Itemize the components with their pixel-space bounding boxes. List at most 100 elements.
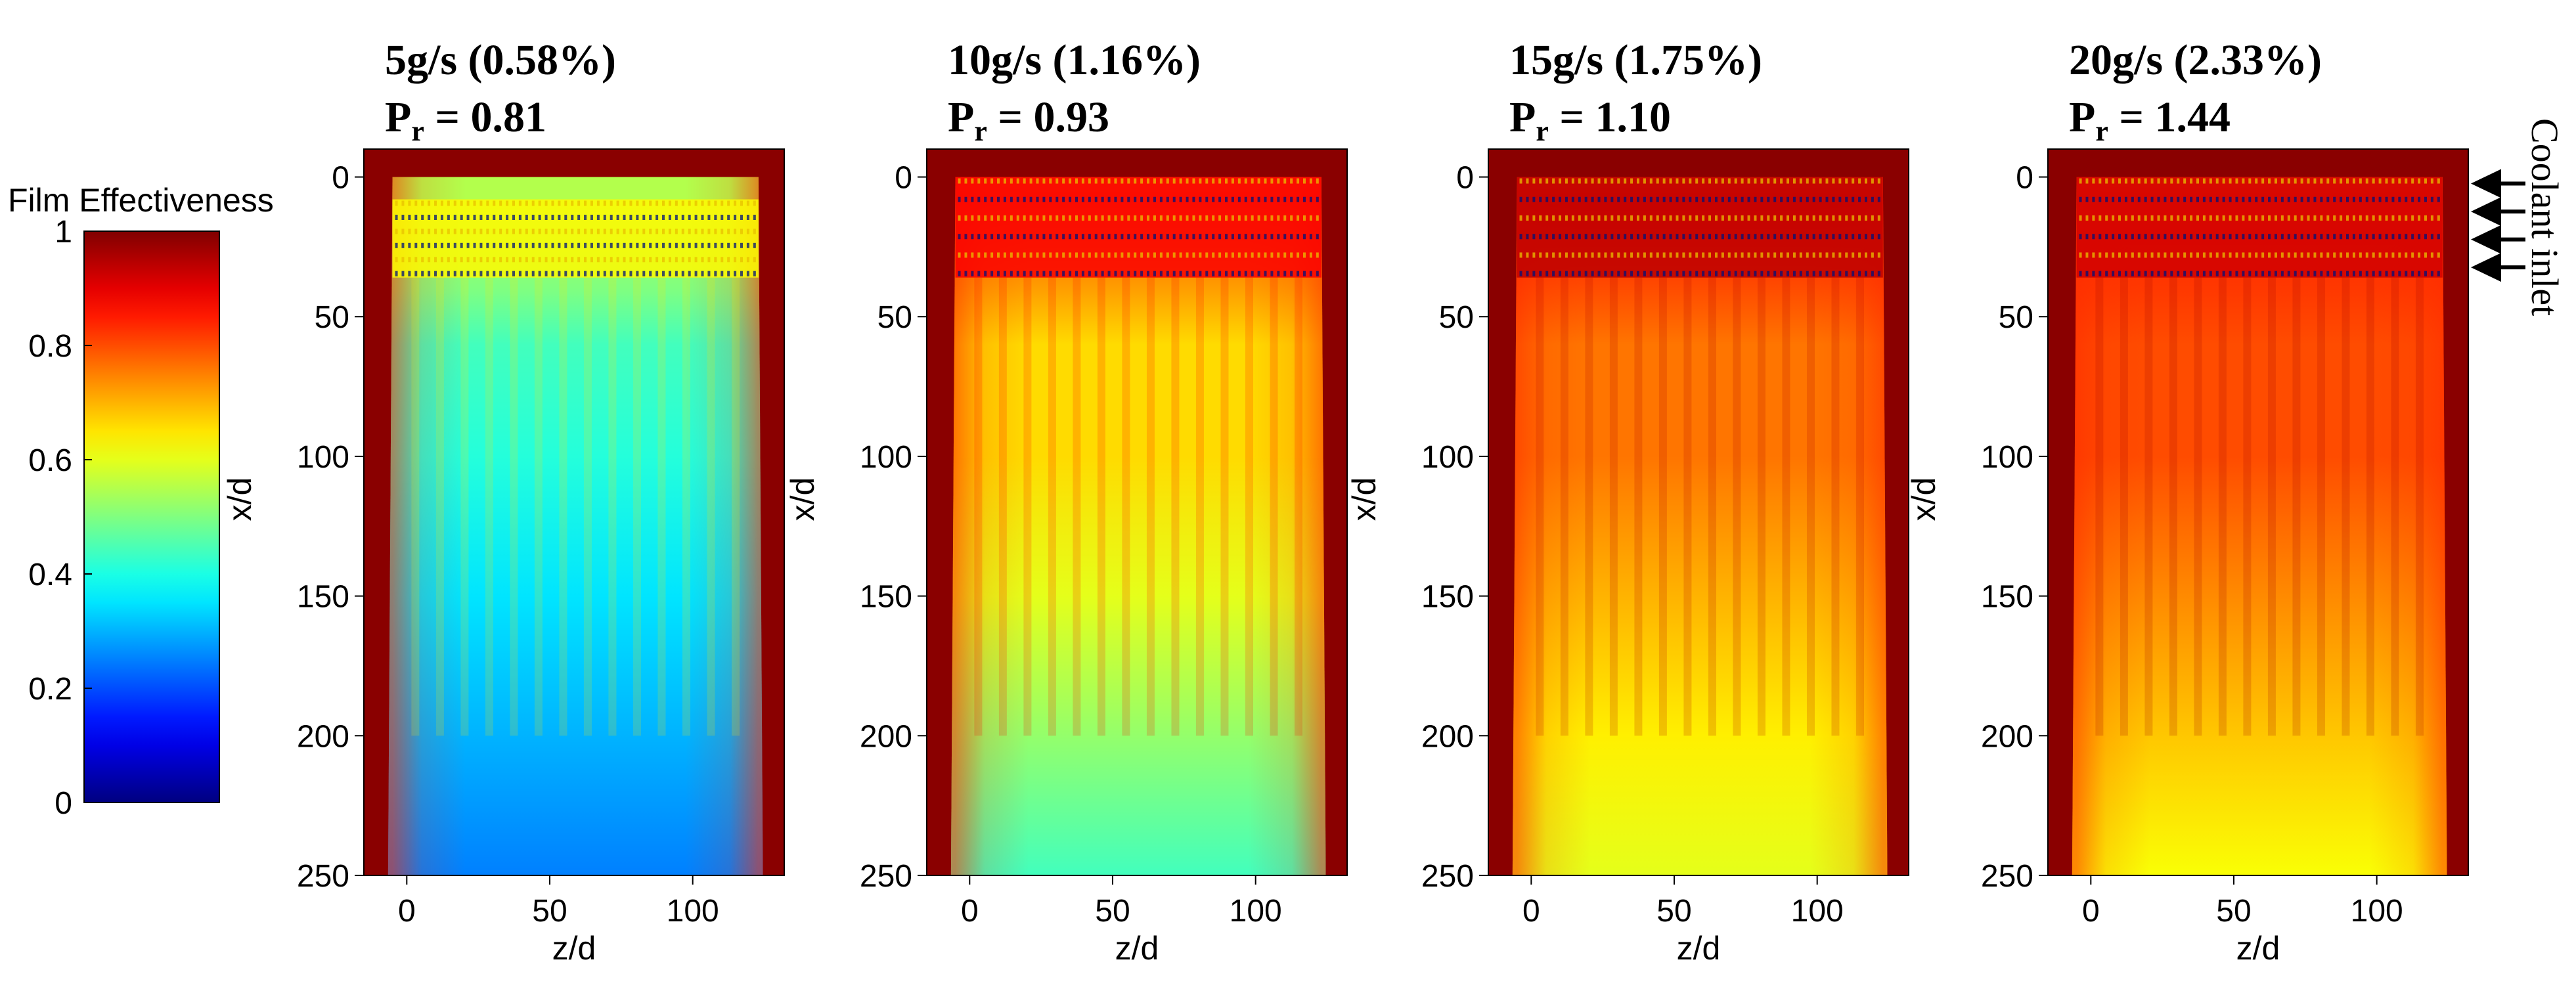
cooling-hole xyxy=(1662,234,1666,240)
coolant-streak xyxy=(1609,277,1618,736)
coolant-streak xyxy=(2415,277,2424,736)
cooling-hole xyxy=(2150,234,2154,240)
cooling-hole xyxy=(958,252,961,258)
cooling-hole xyxy=(1864,271,1867,276)
cooling-hole xyxy=(493,271,496,276)
cooling-hole xyxy=(1309,271,1312,276)
cooling-hole xyxy=(623,257,626,263)
cooling-hole xyxy=(518,200,522,206)
cooling-hole xyxy=(1649,271,1653,276)
cooling-hole xyxy=(1702,196,1705,202)
cooling-hole xyxy=(2430,234,2433,240)
cooling-hole xyxy=(1682,271,1685,276)
cooling-hole xyxy=(1205,271,1209,276)
cooling-hole xyxy=(2313,196,2317,202)
cooling-hole xyxy=(984,234,987,240)
cooling-hole xyxy=(1297,271,1300,276)
cooling-hole xyxy=(636,200,639,206)
cooling-hole xyxy=(2209,178,2212,184)
cooling-hole xyxy=(2177,252,2180,258)
cooling-hole xyxy=(2255,271,2258,276)
cooling-hole xyxy=(1290,271,1293,276)
cooling-hole xyxy=(1604,234,1607,240)
cooling-hole xyxy=(1134,252,1137,258)
cooling-hole xyxy=(1316,215,1319,221)
cooling-hole xyxy=(414,271,418,276)
cooling-hole xyxy=(2099,234,2102,240)
cooling-hole xyxy=(1231,178,1234,184)
cooling-hole xyxy=(1643,196,1646,202)
cooling-hole xyxy=(1042,196,1046,202)
cooling-hole xyxy=(428,200,431,206)
cooling-hole xyxy=(746,242,749,248)
cooling-hole xyxy=(1003,271,1006,276)
cooling-hole xyxy=(668,271,671,276)
cooling-hole xyxy=(1591,215,1594,221)
cooling-hole xyxy=(603,200,606,206)
cooling-hole xyxy=(1237,196,1241,202)
cooling-hole xyxy=(1088,271,1091,276)
cooling-hole xyxy=(2105,196,2108,202)
cooling-hole xyxy=(2372,196,2375,202)
cooling-hole xyxy=(1199,252,1202,258)
cooling-hole xyxy=(1825,252,1829,258)
cooling-hole xyxy=(1559,252,1562,258)
cooling-hole xyxy=(1741,234,1744,240)
cooling-hole xyxy=(1140,178,1144,184)
cooling-hole xyxy=(2405,196,2408,202)
y-tick-label: 100 xyxy=(297,440,349,475)
cooling-hole xyxy=(1121,252,1124,258)
cooling-hole xyxy=(551,242,554,248)
cooling-hole xyxy=(1251,215,1254,221)
y-tick-label: 200 xyxy=(1981,719,2033,754)
cooling-hole xyxy=(1107,271,1111,276)
cooling-hole xyxy=(2418,178,2421,184)
cooling-hole xyxy=(1649,252,1653,258)
coolant-streak xyxy=(633,277,641,736)
cooling-hole xyxy=(662,242,665,248)
cooling-hole xyxy=(655,229,659,234)
cooling-hole xyxy=(1225,252,1228,258)
cooling-hole xyxy=(460,257,463,263)
cooling-hole xyxy=(2261,196,2265,202)
cooling-hole xyxy=(1695,234,1699,240)
cooling-hole xyxy=(1864,178,1867,184)
cooling-hole xyxy=(727,200,730,206)
cooling-hole xyxy=(971,196,974,202)
cooling-hole xyxy=(1114,252,1117,258)
cooling-hole xyxy=(2255,252,2258,258)
cooling-hole xyxy=(525,257,528,263)
cooling-hole xyxy=(2229,252,2232,258)
cooling-hole xyxy=(1669,234,1672,240)
cooling-hole xyxy=(2164,271,2167,276)
cooling-hole xyxy=(1532,234,1536,240)
cooling-hole xyxy=(2170,271,2173,276)
cooling-hole xyxy=(1864,215,1867,221)
cooling-hole xyxy=(1526,215,1529,221)
cooling-hole xyxy=(2099,215,2102,221)
cooling-hole xyxy=(395,242,398,248)
cooling-hole xyxy=(610,242,613,248)
cooling-hole xyxy=(1741,215,1744,221)
cooling-hole xyxy=(1545,271,1549,276)
coolant-inlet-label: Coolant inlet xyxy=(2523,118,2566,316)
cooling-hole xyxy=(1624,271,1627,276)
cooling-hole xyxy=(440,214,443,220)
cooling-hole xyxy=(544,200,548,206)
cooling-hole xyxy=(2112,252,2115,258)
cooling-hole xyxy=(603,242,606,248)
x-axis-label: z/d xyxy=(2236,930,2280,967)
cooling-hole xyxy=(681,214,684,220)
cooling-hole xyxy=(453,257,456,263)
cooling-hole xyxy=(558,214,561,220)
cooling-hole xyxy=(1545,178,1549,184)
cooling-hole xyxy=(2131,178,2134,184)
cooling-hole xyxy=(2092,271,2095,276)
cooling-hole xyxy=(1773,271,1777,276)
cooling-hole xyxy=(629,271,633,276)
coolant-streak xyxy=(2243,277,2252,736)
cooling-hole xyxy=(1727,196,1731,202)
effectiveness-field xyxy=(2072,177,2447,875)
cooling-hole xyxy=(1552,215,1555,221)
cooling-hole xyxy=(1617,178,1620,184)
